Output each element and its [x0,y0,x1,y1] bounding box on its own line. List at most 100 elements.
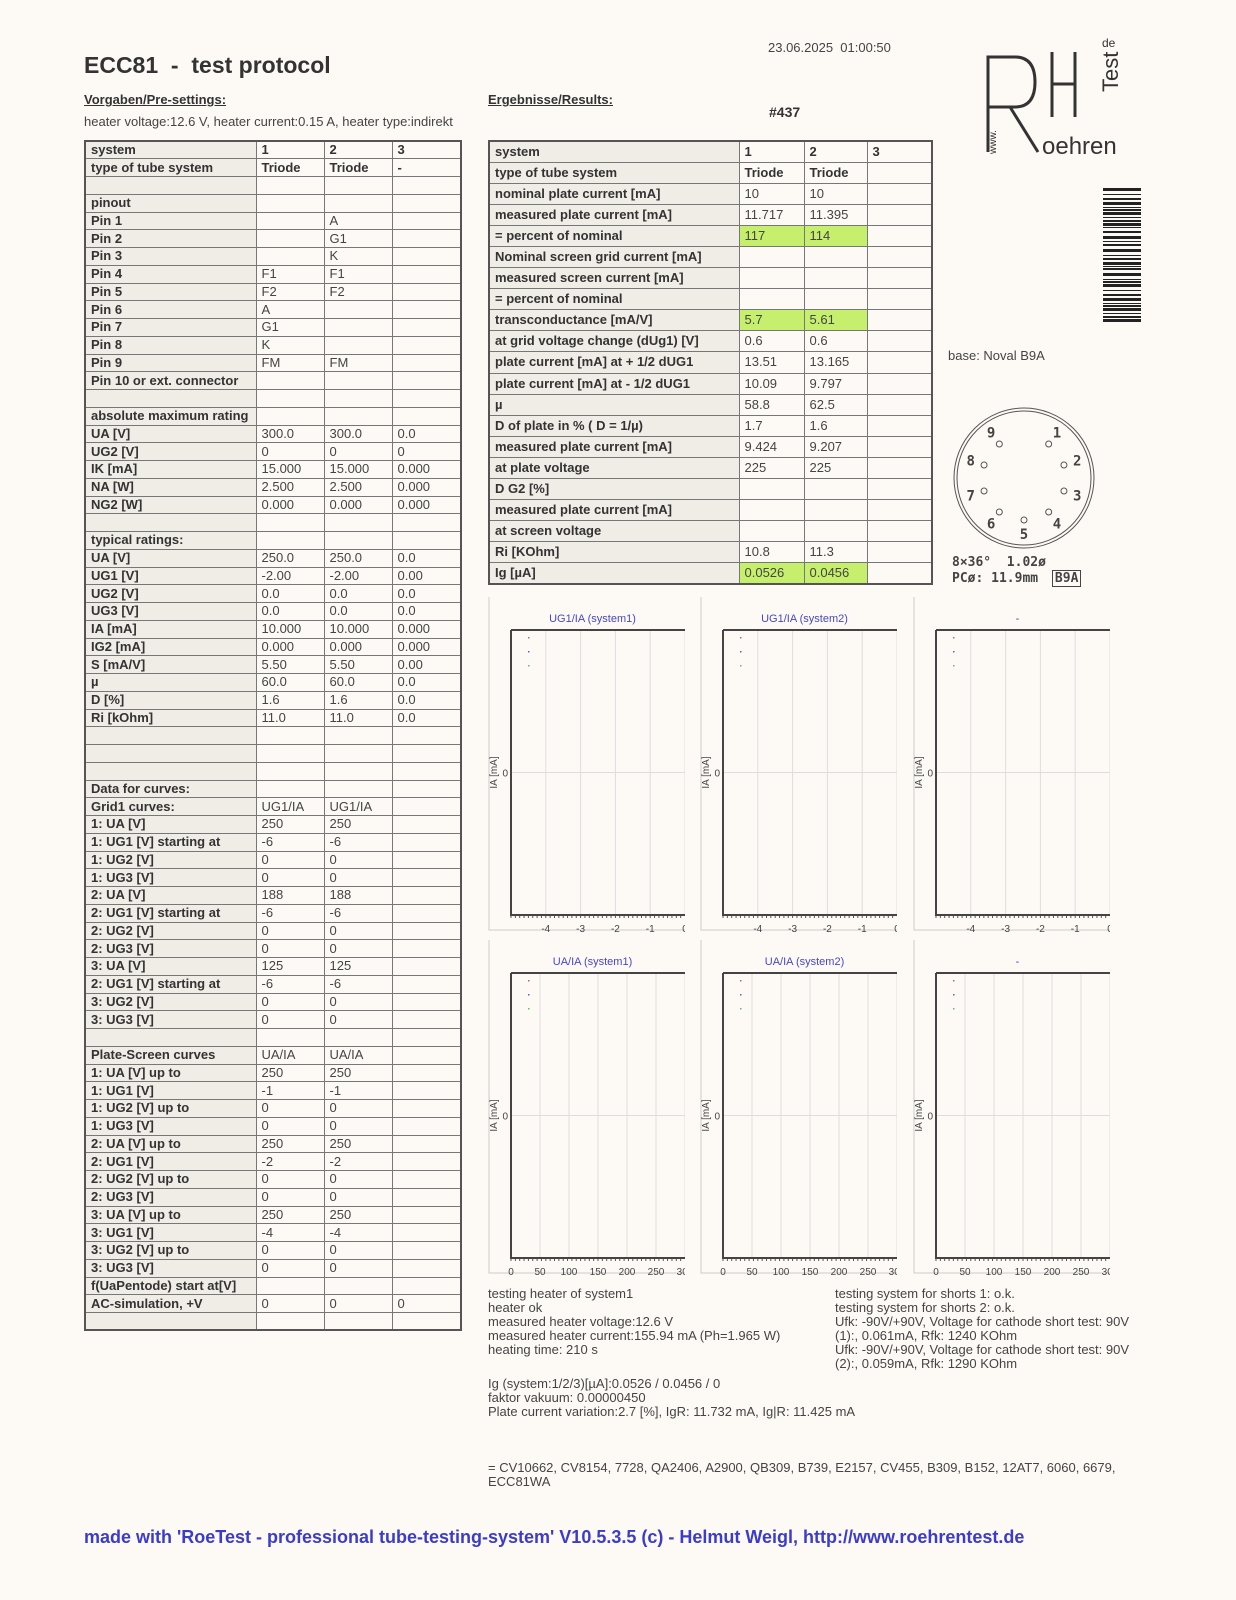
y-tick-label: 0 [502,1112,508,1123]
svg-text:Test: Test [1098,52,1123,92]
pin-hole [995,440,1003,448]
cell-system-2: 0.000 [323,637,393,657]
table-row: 3: UG3 [V] 0 0 [84,1258,462,1278]
row-label: 3: UG2 [V] [84,992,257,1012]
cell-system-2: 125 [323,957,393,976]
cell-system-1: 15.000 [255,460,325,479]
table-row: 2: UG1 [V] starting at -6 -6 [84,974,462,994]
cell-system-2: 0.0 [323,584,393,603]
cell-system-1 [738,245,805,269]
x-tick-label: -3 [576,924,585,932]
table-row: transconductance [mA/V] 5.7 5.61 [488,309,933,332]
cell-system-1 [255,1028,325,1047]
cell-system-1: A [255,300,325,319]
row-label: AC-simulation, +V [84,1294,257,1313]
note-line: testing system for shorts 2: o.k. [835,1300,1015,1315]
cell-system-3 [391,1258,462,1278]
table-row: measured plate current [mA] 11.717 11.395 [488,203,933,226]
row-label: Plate-Screen curves [84,1045,257,1065]
row-label: NA [W] [84,477,257,497]
cell-system-2: 2.500 [323,477,393,497]
y-axis-label: IA [mA] [489,1099,500,1131]
note-line: measured heater current:155.94 mA (Ph=1.… [488,1328,781,1343]
cell-system-1: 1.6 [255,690,325,710]
row-label: D G2 [%] [488,477,740,501]
legend-dot [953,994,955,996]
row-label: Data for curves: [84,779,257,799]
barcode-bar [1103,255,1141,256]
cell-system-2: -6 [323,832,393,852]
table-row [84,513,462,532]
row-label: 2: UG3 [V] [84,1187,257,1207]
cell-system-1: F2 [255,282,325,302]
row-label: 3: UA [V] [84,957,257,976]
cell-system-1: 0 [255,1187,325,1207]
table-row: 2: UG3 [V] 0 0 [84,939,462,958]
chart-frame [700,940,897,1274]
cell-system-1 [738,267,805,290]
cell-system-1: 5.50 [255,655,325,674]
cell-system-2: 225 [803,456,868,480]
cell-system-2: F1 [323,264,393,284]
table-row: at grid voltage change (dUg1) [V] 0.6 0.6 [488,330,933,353]
cell-system-3 [866,393,933,416]
table-row: Data for curves: [84,779,462,799]
cell-system-3: 0 [391,1294,462,1313]
cell-system-3 [391,513,462,532]
plot-axes [510,972,685,1259]
cell-system-3 [866,520,933,543]
cell-system-2: 0 [323,921,393,941]
row-label: at plate voltage [488,456,740,480]
presettings-heading: Vorgaben/Pre-settings: [84,92,227,107]
y-axis-label: IA [mA] [914,756,925,788]
cell-system-2: 0.0456 [803,562,868,585]
note-line: testing heater of system1 [488,1286,634,1301]
x-tick-label: 100 [773,1267,790,1275]
cell-system-1: 0.000 [255,495,325,515]
cell-system-2: 11.3 [803,541,868,564]
table-row: 3: UA [V] up to 250 250 [84,1205,462,1225]
vacuum-notes: Ig (system:1/2/3)[µA]:0.0526 / 0.0456 / … [488,1377,855,1419]
cell-system-1: 11.717 [738,203,805,226]
x-tick-label: 50 [746,1267,758,1275]
row-label: f(UaPentode) start at[V] [84,1276,257,1296]
cell-system-3 [391,1116,462,1136]
cell-system-3 [391,247,462,266]
cell-system-3 [391,850,462,870]
table-row: absolute maximum rating [84,406,462,426]
barcode [1103,188,1141,322]
table-row: 1: UA [V] 250 250 [84,815,462,834]
cell-system-1 [255,406,325,426]
x-tick-label: -4 [753,924,762,932]
chart-2: -4-3-2-100IA [mA]UG1[V]UG1/IA (system2) [700,597,897,932]
table-row: NA [W] 2.500 2.500 0.000 [84,477,462,497]
barcode-bar [1103,290,1141,291]
row-label: measured plate current [mA] [488,499,740,522]
x-tick-label: 50 [534,1267,546,1275]
legend-dot [953,651,955,653]
row-label: = percent of nominal [488,224,740,247]
row-label: Pin 10 or ext. connector [84,371,257,390]
pin-number: 9 [987,426,995,442]
cell-system-2 [323,389,393,408]
row-label: Ri [kOhm] [84,708,257,728]
cell-system-3 [391,1241,462,1260]
cell-system-2: 0 [323,868,393,887]
legend-dot [740,980,742,982]
cell-system-1: 58.8 [738,393,805,416]
cell-system-3: - [391,158,462,177]
cell-system-2: 250 [323,1205,393,1225]
row-label: 2: UG2 [V] [84,921,257,941]
table-row: 2: UG1 [V] starting at -6 -6 [84,903,462,923]
cell-system-2 [323,513,393,532]
barcode-bar [1103,273,1141,276]
cell-system-3 [391,1010,462,1029]
table-row: measured plate current [mA] 9.424 9.207 [488,435,933,458]
cell-system-3 [391,176,462,195]
barcode-bar [1103,294,1141,296]
row-label: system [84,140,257,160]
table-row: system 1 2 3 [488,140,933,163]
cell-system-3 [391,318,462,337]
x-tick-label: -4 [541,924,550,932]
row-label: 3: UG3 [V] [84,1258,257,1278]
